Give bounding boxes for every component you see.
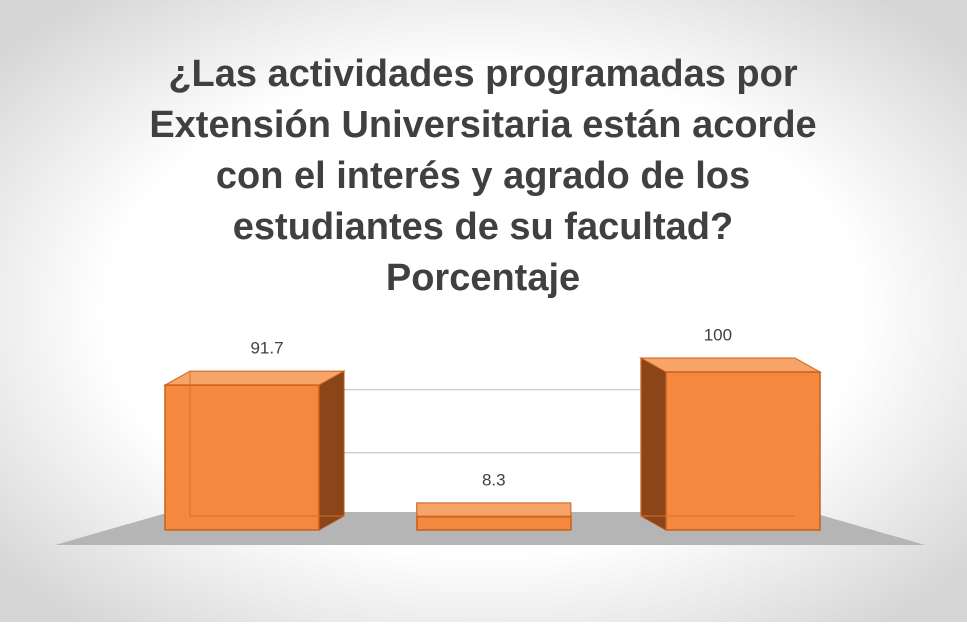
bar-side [641, 358, 666, 530]
chart-title: con el interés y agrado de los [216, 155, 750, 197]
bar [666, 372, 820, 530]
bar-top [165, 371, 344, 385]
bar [417, 517, 571, 530]
chart-title: Porcentaje [386, 257, 580, 299]
chart-title: Extensión Universitaria están acorde [149, 104, 816, 146]
bar [165, 385, 319, 530]
data-label: 100 [704, 325, 732, 344]
chart-title: estudiantes de su facultad? [233, 206, 733, 248]
bar-top [641, 358, 820, 372]
bar-top [417, 503, 571, 517]
data-label: 91.7 [250, 339, 283, 358]
chart-title: ¿Las actividades programadas por [168, 53, 798, 95]
bar-side [319, 371, 344, 530]
data-label: 8.3 [482, 470, 506, 489]
